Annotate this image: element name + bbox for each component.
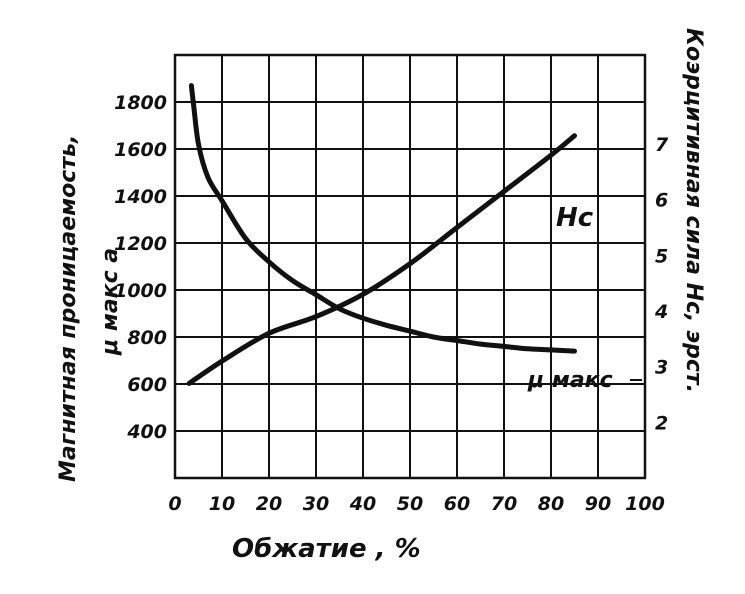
x-tick-label: 40 <box>349 493 376 515</box>
x-tick-label: 0 <box>168 493 181 515</box>
y-left-axis-label: Магнитная проницаемость, <box>56 135 81 482</box>
y-left-tick-label: 1800 <box>114 92 167 114</box>
y-left-tick-label: 400 <box>126 421 167 443</box>
x-tick-label: 10 <box>209 493 235 515</box>
x-tick-label: 80 <box>538 493 564 515</box>
x-tick-labels: 0 10 20 30 40 50 60 70 80 90 100 <box>168 493 664 515</box>
hc-series-label: Hc <box>556 203 594 233</box>
plot-frame <box>173 53 647 480</box>
x-tick-label: 50 <box>397 493 423 515</box>
y-right-tick-labels: 7 6 5 4 3 2 <box>654 134 669 434</box>
y-left-tick-labels: 1800 1600 1400 1200 1000 800 600 400 <box>114 92 167 443</box>
y-left-tick-label: 1400 <box>114 186 167 208</box>
y-left-tick-label: 1000 <box>114 280 167 302</box>
y-left-axis-sublabel: μ макс а <box>98 248 123 356</box>
y-right-tick-label: 3 <box>655 357 668 379</box>
x-tick-label: 30 <box>303 493 329 515</box>
x-tick-label: 70 <box>491 493 517 515</box>
x-tick-label: 90 <box>585 493 611 515</box>
mu-series-label: μ макс <box>527 368 613 393</box>
grid <box>175 55 645 478</box>
y-right-tick-label: 6 <box>655 190 668 212</box>
y-right-axis-label: Коэрцитивная сила Hc, эрст. <box>681 28 706 393</box>
y-right-tick-label: 5 <box>655 245 668 267</box>
y-left-tick-label: 800 <box>127 327 167 349</box>
x-axis-label: Обжатие , % <box>232 534 421 564</box>
hc-curve <box>186 133 577 386</box>
x-tick-label: 20 <box>256 493 282 515</box>
y-left-tick-label: 1200 <box>114 233 167 255</box>
y-right-tick-label: 7 <box>655 134 669 156</box>
y-right-tick-label: 4 <box>654 301 668 323</box>
mu-max-curve <box>188 83 577 354</box>
x-tick-label: 100 <box>625 493 665 515</box>
y-right-tick-label: 2 <box>655 412 668 434</box>
y-left-tick-label: 600 <box>127 374 167 396</box>
y-left-tick-label: 1600 <box>114 139 167 161</box>
series-lines <box>186 83 577 386</box>
x-tick-label: 60 <box>444 493 470 515</box>
